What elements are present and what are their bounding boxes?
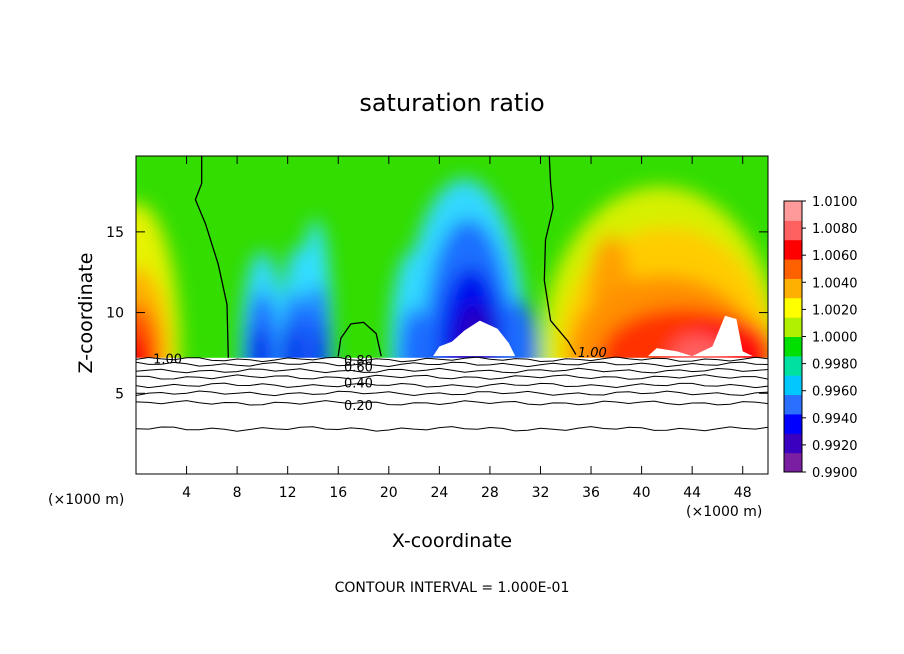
below-cloud-region <box>136 315 768 474</box>
colorbar: 0.9900 0.9920 0.9940 0.9960 0.9980 1.0000 1.00… <box>783 195 858 481</box>
plot-frame <box>135 155 769 475</box>
colorbar-tick-label: 0.9900 <box>812 466 858 481</box>
colorbar-swatch <box>784 201 802 221</box>
x-tick-label: 40 <box>633 485 651 501</box>
x-tick-label: 28 <box>481 485 499 501</box>
x-tick-label: 24 <box>430 485 448 501</box>
contour-line <box>136 356 768 363</box>
colorbar-swatch <box>784 297 802 318</box>
colorbar-swatch <box>784 239 802 260</box>
colorbar-swatch <box>784 355 802 376</box>
plot-area <box>136 156 768 474</box>
x-axis: 4 8 12 16 20 24 28 32 36 40 44 48 <box>182 156 752 501</box>
colorbar-tick-label: 0.9960 <box>812 385 858 400</box>
x-tick-label: 12 <box>279 485 297 501</box>
x-tick-label: 4 <box>182 485 191 501</box>
colorbar-tick-label: 0.9980 <box>812 358 858 373</box>
colorbar-swatch <box>784 317 802 337</box>
x-tick-label: 48 <box>734 485 752 501</box>
y-axis-label: Z-coordinate <box>75 253 97 374</box>
y-tick-label: 15 <box>106 225 124 241</box>
x-tick-label: 36 <box>582 485 600 501</box>
colorbar-swatch <box>784 413 802 434</box>
colorbar-swatch <box>784 259 802 279</box>
y-tick-label: 5 <box>115 386 124 402</box>
colorbar-tick-label: 0.9940 <box>812 412 858 427</box>
contour-lines <box>136 156 768 432</box>
colorbar-tick-label: 1.0040 <box>812 276 858 291</box>
contour-labels: 1.00 0.800.60 0.40 0.20 1.00 <box>153 346 607 414</box>
colorbar-tick-label: 1.0060 <box>812 249 858 264</box>
colorbar-swatch <box>784 336 802 357</box>
colorbar-swatch <box>784 433 802 454</box>
colorbar-tick-label: 1.0000 <box>812 331 858 346</box>
y-tick-label: 10 <box>106 306 124 322</box>
lower-region <box>136 357 768 474</box>
contour-line <box>136 367 768 374</box>
x-tick-label: 20 <box>380 485 398 501</box>
x-unit-label-left: (×1000 m) <box>48 492 124 508</box>
contour-label: 1.00 <box>153 352 182 367</box>
contour-line <box>136 390 768 397</box>
contour-label: 0.60 <box>344 360 373 375</box>
colorbar-tick-label: 1.0020 <box>812 303 858 318</box>
colorbar-swatch <box>784 452 802 473</box>
chart-title: saturation ratio <box>359 89 544 117</box>
contour-label: 0.40 <box>344 377 373 392</box>
contour-label: 0.80 <box>344 354 373 369</box>
colorbar-swatch <box>784 375 802 396</box>
colorbar-swatch <box>784 278 802 299</box>
x-tick-label: 44 <box>683 485 701 501</box>
contour-line <box>136 382 768 389</box>
x-tick-label: 32 <box>532 485 550 501</box>
colorbar-tick-label: 1.0100 <box>812 195 858 210</box>
contour-line <box>136 374 768 380</box>
y-axis: 5 10 15 <box>106 225 768 402</box>
contour-label: 1.00 <box>578 346 607 361</box>
x-tick-label: 16 <box>329 485 347 501</box>
right-gap <box>647 315 753 357</box>
colorbar-tick-label: 1.0080 <box>812 222 858 237</box>
colorbar-swatch <box>784 394 802 415</box>
contour-label: 0.20 <box>344 399 373 414</box>
x-tick-label: 8 <box>233 485 242 501</box>
x-unit-label-right: (×1000 m) <box>686 504 762 520</box>
central-gap <box>433 320 516 357</box>
contour-line <box>136 361 768 368</box>
colorbar-tick-label: 0.9920 <box>812 439 858 454</box>
contour-interval-note: CONTOUR INTERVAL = 1.000E-01 <box>335 580 570 596</box>
saturation-contour-right <box>543 156 577 355</box>
saturation-contour-dome <box>337 321 382 357</box>
x-axis-label: X-coordinate <box>392 530 512 552</box>
colorbar-swatch <box>784 220 802 241</box>
contour-line <box>136 426 768 432</box>
saturation-contour-left <box>194 156 229 358</box>
contour-line <box>136 400 768 406</box>
